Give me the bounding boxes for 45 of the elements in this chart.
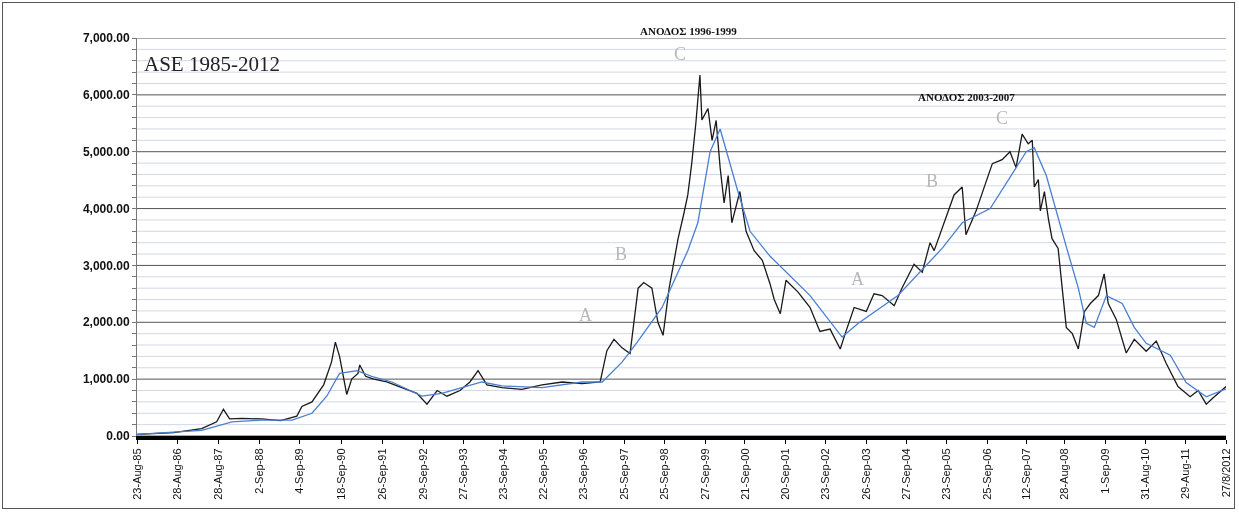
y-tick-label: 0.00	[106, 429, 130, 444]
x-tick-label: 25-Sep-06	[980, 448, 993, 500]
x-tick-label: 28-Aug-87	[211, 448, 224, 500]
y-tick-label: 2,000.00	[82, 315, 130, 330]
x-tick-label: 23-Sep-02	[819, 448, 832, 500]
x-tick-label: 4-Sep-89	[293, 448, 306, 494]
x-tick-label: 29-Sep-92	[416, 448, 429, 500]
x-tick-label: 29-Aug-11	[1179, 448, 1192, 499]
x-tick-label: 31-Aug-10	[1139, 448, 1152, 500]
y-tick-label: 1,000.00	[82, 372, 130, 387]
x-tick-label: 25-Sep-98	[658, 448, 671, 500]
text: ASE 1985-2012	[144, 52, 280, 76]
annotation: A	[579, 305, 592, 325]
x-tick-label: 1-Sep-09	[1099, 448, 1112, 494]
x-tick-label: 23-Sep-05	[940, 448, 953, 500]
x-tick-label: 26-Sep-03	[859, 448, 872, 500]
x-tick-label: 22-Sep-95	[536, 448, 549, 500]
annotation: B	[615, 244, 628, 264]
y-tick-label: 3,000.00	[82, 258, 130, 273]
x-tick-label: 2-Sep-88	[252, 448, 265, 494]
text: ΑΝΟΔΟΣ 1996-1999	[640, 25, 738, 37]
annotation: ΑΝΟΔΟΣ 2003-2007	[918, 91, 1016, 103]
y-tick-label: 5,000.00	[82, 144, 130, 159]
x-tick-label: 20-Sep-01	[778, 448, 791, 500]
x-tick-label: 28-Aug-08	[1058, 448, 1071, 500]
annotation: A	[851, 269, 864, 289]
y-tick-label: 4,000.00	[82, 201, 130, 216]
annotation: C	[674, 44, 687, 64]
x-tick-label: 23-Sep-94	[496, 448, 509, 500]
x-tick-label: 21-Sep-00	[738, 448, 751, 500]
y-tick-label: 7,000.00	[82, 31, 130, 46]
x-tick-label: 18-Sep-90	[335, 448, 347, 500]
x-tick-label: 12-Sep-07	[1019, 448, 1032, 500]
x-tick-label: 27/8/2012	[1219, 448, 1232, 498]
x-tick-label: 27-Sep-99	[698, 448, 711, 500]
x-tick-label: 23-Sep-96	[577, 448, 590, 500]
x-tick-label: 23-Aug-85	[130, 448, 143, 500]
annotation: B	[926, 171, 939, 191]
x-tick-label: 26-Sep-91	[376, 448, 389, 500]
x-tick-label: 28-Aug-86	[171, 448, 184, 500]
x-tick-label: 27-Sep-93	[456, 448, 469, 500]
y-tick-label: 6,000.00	[82, 88, 130, 103]
x-tick-label: 27-Sep-04	[900, 448, 913, 500]
annotation: C	[996, 108, 1009, 128]
x-tick-label: 25-Sep-97	[618, 448, 631, 500]
